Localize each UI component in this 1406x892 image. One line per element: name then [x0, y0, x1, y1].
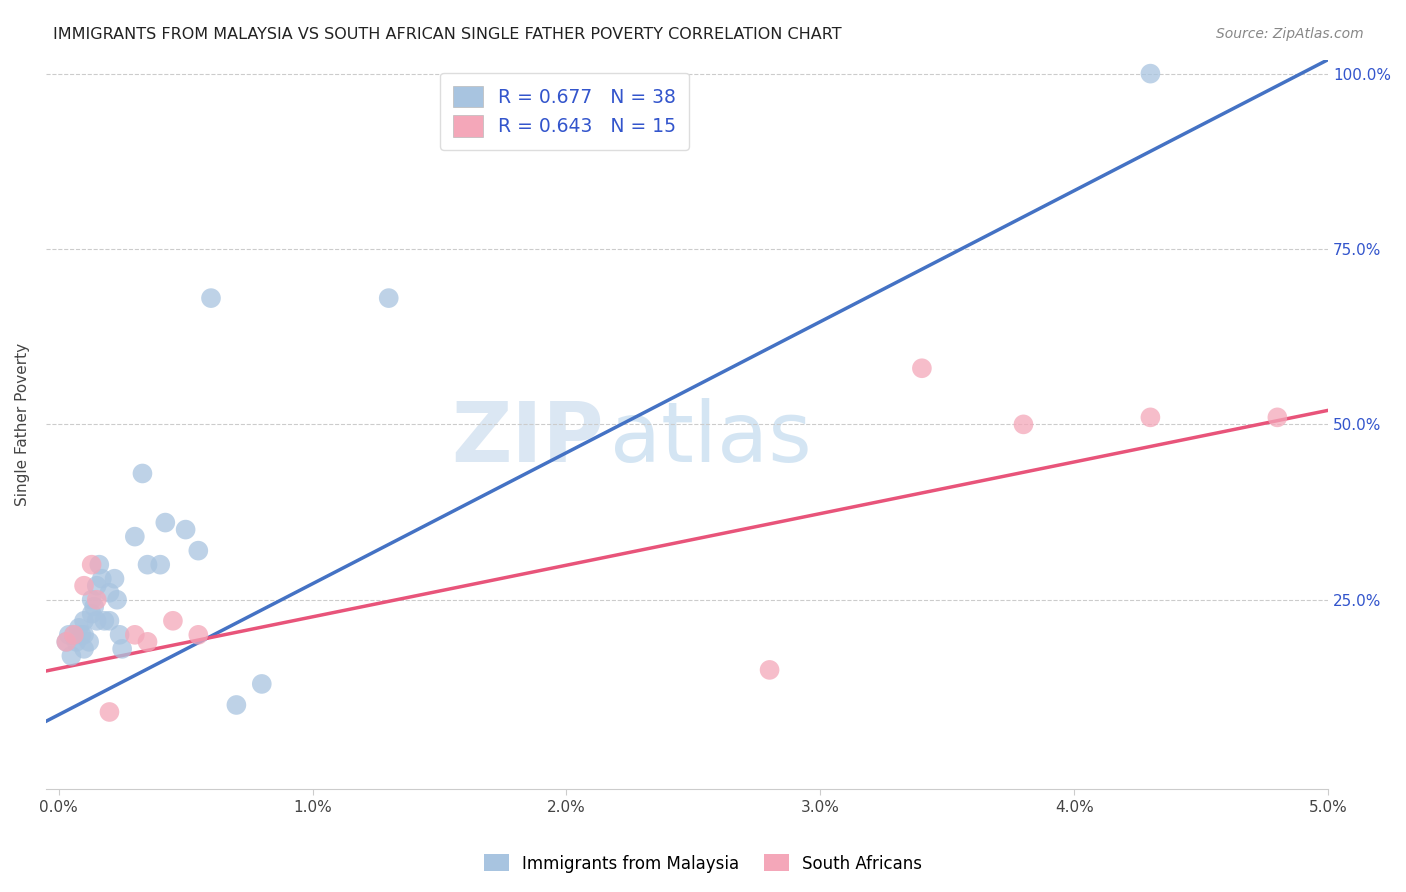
Point — [70, 628, 93, 642]
Point — [86, 579, 108, 593]
Point — [1267, 410, 1289, 425]
Text: atlas: atlas — [610, 399, 811, 480]
Point — [250, 677, 273, 691]
Point — [77, 635, 100, 649]
Point — [149, 558, 172, 572]
Point — [131, 467, 153, 481]
Point — [136, 635, 159, 649]
Point — [377, 291, 399, 305]
Point — [90, 572, 112, 586]
Point — [86, 592, 108, 607]
Point — [136, 558, 159, 572]
Point — [63, 628, 86, 642]
Point — [911, 361, 934, 376]
Point — [58, 628, 80, 642]
Point — [103, 572, 125, 586]
Point — [200, 291, 222, 305]
Point — [98, 585, 121, 599]
Point — [225, 698, 247, 712]
Point — [73, 641, 96, 656]
Point — [73, 579, 96, 593]
Point — [124, 530, 146, 544]
Point — [89, 558, 111, 572]
Point — [55, 635, 77, 649]
Point — [162, 614, 184, 628]
Point — [60, 648, 83, 663]
Legend: Immigrants from Malaysia, South Africans: Immigrants from Malaysia, South Africans — [477, 847, 929, 880]
Point — [187, 628, 209, 642]
Point — [67, 621, 90, 635]
Text: Source: ZipAtlas.com: Source: ZipAtlas.com — [1216, 27, 1364, 41]
Point — [63, 628, 86, 642]
Point — [83, 599, 105, 614]
Point — [98, 705, 121, 719]
Point — [73, 614, 96, 628]
Point — [187, 543, 209, 558]
Point — [80, 607, 103, 621]
Point — [80, 592, 103, 607]
Point — [105, 592, 128, 607]
Point — [1139, 410, 1161, 425]
Point — [505, 122, 527, 136]
Legend: R = 0.677   N = 38, R = 0.643   N = 15: R = 0.677 N = 38, R = 0.643 N = 15 — [440, 72, 689, 150]
Point — [111, 641, 134, 656]
Point — [86, 614, 108, 628]
Point — [1139, 67, 1161, 81]
Point — [98, 614, 121, 628]
Text: IMMIGRANTS FROM MALAYSIA VS SOUTH AFRICAN SINGLE FATHER POVERTY CORRELATION CHAR: IMMIGRANTS FROM MALAYSIA VS SOUTH AFRICA… — [53, 27, 842, 42]
Point — [155, 516, 177, 530]
Point — [108, 628, 131, 642]
Point — [1012, 417, 1035, 432]
Point — [73, 628, 96, 642]
Point — [93, 614, 115, 628]
Point — [758, 663, 780, 677]
Point — [124, 628, 146, 642]
Point — [65, 635, 87, 649]
Text: ZIP: ZIP — [451, 399, 603, 480]
Point — [174, 523, 197, 537]
Y-axis label: Single Father Poverty: Single Father Poverty — [15, 343, 30, 506]
Point — [55, 635, 77, 649]
Point — [80, 558, 103, 572]
